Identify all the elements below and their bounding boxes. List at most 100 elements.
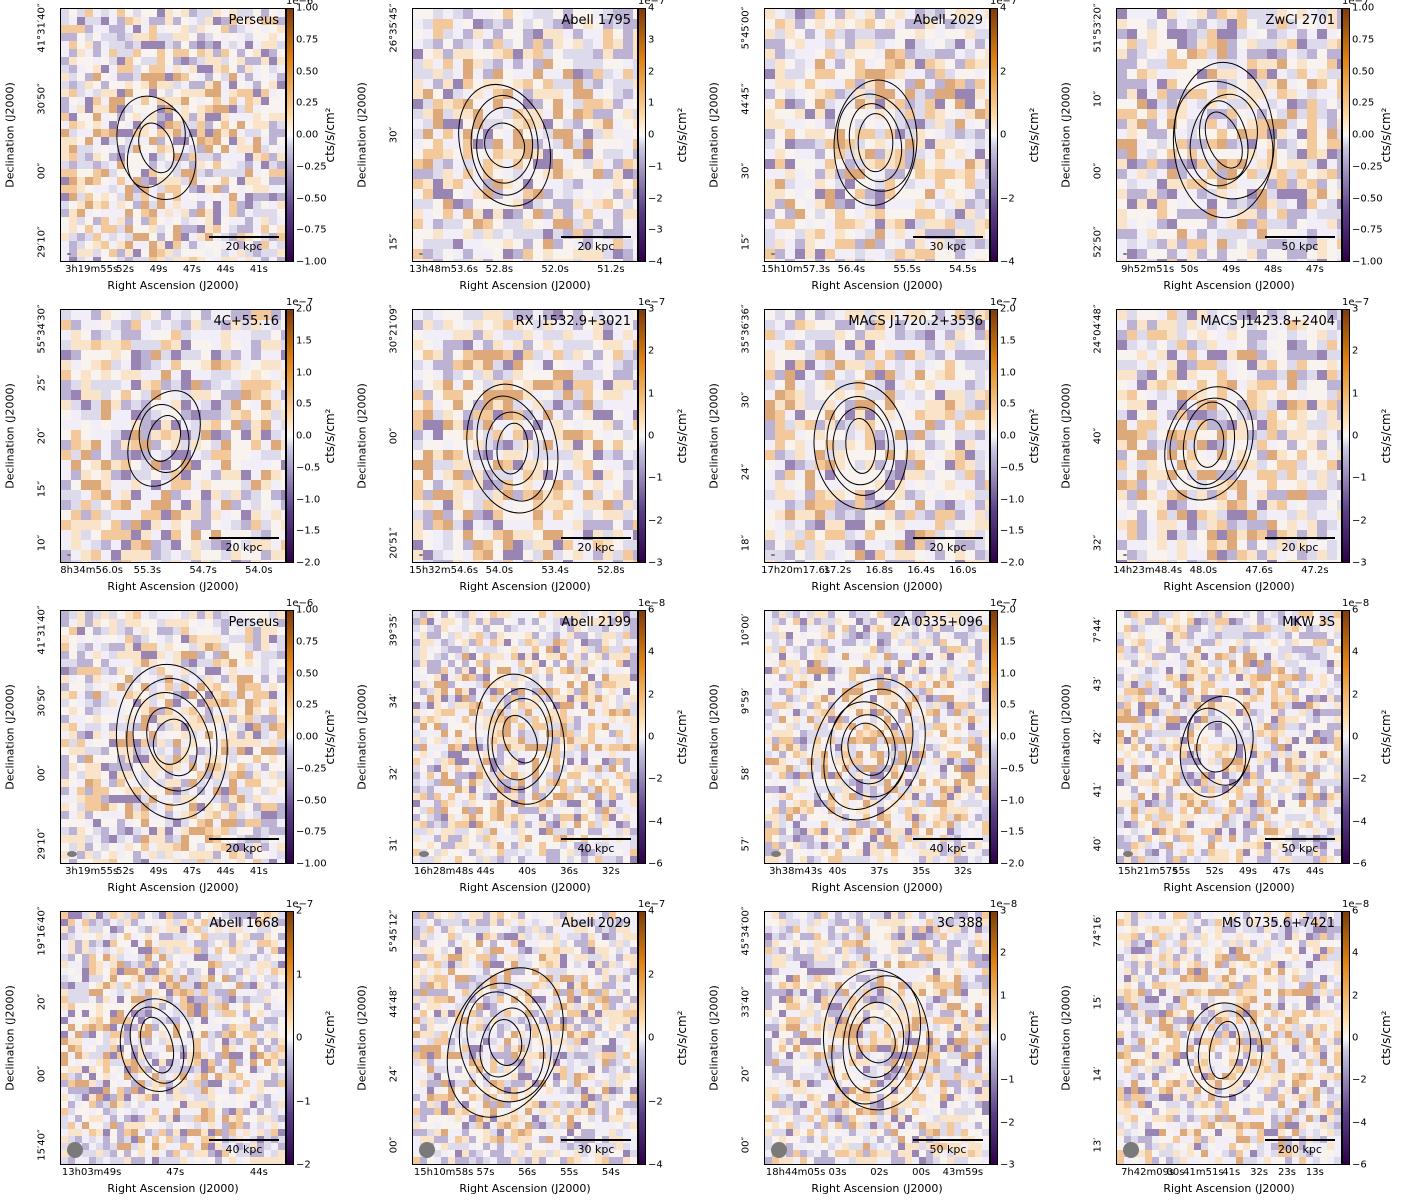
colorbar-tick-label: 0.75 bbox=[296, 636, 319, 648]
colorbar-multiplier: 1e−7 bbox=[286, 899, 314, 910]
colorbar-multiplier: 1e−8 bbox=[638, 598, 666, 609]
colorbar-tick-label: −3 bbox=[648, 557, 663, 569]
colorbar-tick-label: −2.0 bbox=[1000, 557, 1025, 569]
radio-contours bbox=[127, 390, 201, 487]
colorbar-tick-label: 2 bbox=[1352, 345, 1359, 357]
colorbar-label: cts/s/cm² bbox=[675, 107, 689, 163]
colorbar-tick-label: −4 bbox=[648, 816, 663, 828]
colorbar-label: cts/s/cm² bbox=[323, 709, 337, 765]
x-tick-label: 47s bbox=[1305, 264, 1324, 275]
colorbar-label: cts/s/cm² bbox=[1027, 1010, 1041, 1066]
colorbar-tick-label: −2.0 bbox=[1000, 858, 1025, 870]
radio-contours bbox=[811, 678, 926, 821]
panel-9: Perseus 20 kpc 1e−6 1.00 0.75 0.50 0.25 0.00 −0.… bbox=[0, 598, 352, 903]
panel-10: Abell 2199 40 kpc 1e−8 6 4 2 0 −2 −4 −6 cts/s/cm² D… bbox=[352, 598, 704, 903]
radio-contours bbox=[466, 383, 559, 514]
colorbar-ticks: 1.00 0.75 0.50 0.25 0.00 −0.25 −0.50 −0.75 −1.00 bbox=[1352, 3, 1383, 268]
panel-title: 2A 0335+096 bbox=[892, 615, 983, 630]
colorbar-label: cts/s/cm² bbox=[675, 1010, 689, 1066]
y-tick-label: 30″ bbox=[740, 162, 752, 179]
residual-map bbox=[413, 912, 637, 1164]
colorbar-tick-label: −1 bbox=[648, 161, 663, 173]
x-tick-labels: 13h03m49s 47s 44s bbox=[60, 1167, 286, 1181]
x-tick-label: 16.0s bbox=[949, 565, 977, 576]
panel-2: Abell 1795 20 kpc 1e−7 4 3 2 1 0 −1 −2 −3 −4 cts/s/c… bbox=[352, 0, 704, 301]
colorbar-tick-label: −6 bbox=[1352, 858, 1367, 870]
colorbar-multiplier: 1e−8 bbox=[1342, 598, 1370, 609]
scale-bar: 20 kpc bbox=[209, 537, 279, 554]
y-tick-label: 32″ bbox=[1092, 534, 1104, 551]
colorbar-tick-label: 0.75 bbox=[1352, 34, 1375, 46]
colorbar-label: cts/s/cm² bbox=[1027, 107, 1041, 163]
x-tick-labels: 15h21m57s 55s 52s 49s 47s 44s bbox=[1116, 866, 1342, 880]
image-frame: MACS J1720.2+3536 20 kpc bbox=[764, 309, 990, 563]
panel-title: MS 0735.6+7421 bbox=[1221, 916, 1335, 931]
x-tick-labels: 15h10m58s 57s 56s 55s 54s bbox=[412, 1167, 638, 1181]
panel-title: MACS J1423.8+2404 bbox=[1200, 314, 1335, 329]
beam-ellipse bbox=[1123, 553, 1127, 556]
y-axis-label: Declination (J2000) bbox=[1059, 684, 1073, 790]
colorbar-tick-label: 3 bbox=[648, 34, 655, 46]
radio-contours bbox=[1172, 61, 1275, 219]
beam-ellipse bbox=[67, 851, 77, 857]
x-axis-label: Right Ascension (J2000) bbox=[811, 580, 943, 593]
colorbar-tick-label: 0.25 bbox=[296, 699, 319, 711]
colorbar bbox=[638, 8, 646, 262]
y-axis-label: Declination (J2000) bbox=[707, 82, 721, 188]
x-tick-label: 44s bbox=[249, 1167, 268, 1178]
colorbar-tick-label: 2 bbox=[648, 689, 655, 701]
radio-contours bbox=[458, 83, 552, 207]
y-tick-label: 10″ bbox=[1092, 91, 1104, 108]
image-frame: Abell 2199 40 kpc bbox=[412, 610, 638, 864]
x-tick-label: 47s bbox=[183, 264, 201, 275]
colorbar-tick-label: 3 bbox=[648, 303, 655, 315]
colorbar-tick-label: 2.0 bbox=[1000, 303, 1016, 315]
beam-ellipse bbox=[67, 1142, 83, 1158]
y-tick-label: 39°35′ bbox=[388, 613, 400, 647]
y-axis-label: Declination (J2000) bbox=[3, 383, 17, 489]
colorbar bbox=[638, 610, 646, 864]
x-tick-label: 16.4s bbox=[907, 565, 935, 576]
colorbar-tick-label: 0.00 bbox=[296, 731, 319, 743]
y-tick-label: 33′40″ bbox=[740, 986, 752, 1019]
y-axis-label: Declination (J2000) bbox=[707, 985, 721, 1091]
image-frame: MS 0735.6+7421 200 kpc bbox=[1116, 911, 1342, 1165]
colorbar-ticks: 6 4 2 0 −2 −4 −6 bbox=[648, 605, 678, 870]
y-tick-label: 30″ bbox=[388, 126, 400, 144]
x-tick-label: 47.2s bbox=[1301, 565, 1329, 576]
colorbar-ticks: 3 2 1 0 −1 −2 −3 bbox=[1000, 906, 1030, 1171]
colorbar-multiplier: 1e−7 bbox=[638, 899, 666, 910]
colorbar bbox=[990, 309, 998, 563]
colorbar-tick-label: 0 bbox=[648, 129, 655, 141]
y-tick-label: 15′ bbox=[1092, 994, 1104, 1010]
x-tick-label: 56.4s bbox=[837, 264, 866, 275]
y-tick-label: 26°35′45″ bbox=[388, 3, 400, 53]
panel-title: Abell 2029 bbox=[561, 916, 631, 931]
scale-bar: 40 kpc bbox=[561, 838, 631, 855]
x-tick-label: 16.8s bbox=[865, 565, 893, 576]
colorbar-tick-label: 2.0 bbox=[1000, 604, 1016, 616]
y-tick-label: 5°45′00″ bbox=[740, 6, 752, 50]
x-axis-label: Right Ascension (J2000) bbox=[107, 1182, 239, 1195]
scale-bar: 20 kpc bbox=[209, 838, 279, 855]
x-tick-label: 54s bbox=[601, 1167, 620, 1178]
colorbar-tick-label: −2 bbox=[648, 515, 663, 527]
panel-title: Abell 1668 bbox=[209, 916, 279, 931]
colorbar-label: cts/s/cm² bbox=[1379, 408, 1393, 464]
x-tick-label: 44s bbox=[216, 264, 235, 275]
colorbar-tick-label: −3 bbox=[1000, 1159, 1015, 1171]
panel-5: 4C+55.16 20 kpc 1e−7 2.0 1.5 1.0 0.5 0.0 −0.5 −1.… bbox=[0, 297, 352, 602]
y-tick-label: 40′ bbox=[1092, 836, 1104, 852]
colorbar-multiplier: 1e−7 bbox=[990, 598, 1018, 609]
colorbar-tick-label: −0.5 bbox=[296, 462, 321, 474]
x-tick-labels: 9h52m51s 50s 49s 48s 47s bbox=[1116, 264, 1342, 278]
colorbar-tick-label: −2 bbox=[1000, 193, 1015, 204]
x-tick-label: 53.4s bbox=[541, 565, 569, 576]
radio-contours bbox=[822, 969, 930, 1111]
colorbar-ticks: 6 4 2 0 −2 −4 −6 bbox=[1352, 605, 1382, 870]
colorbar-ticks: 4 3 2 1 0 −1 −2 −3 −4 bbox=[648, 3, 678, 268]
colorbar-tick-label: 2 bbox=[648, 969, 655, 980]
y-tick-label: 00″ bbox=[36, 1065, 48, 1082]
colorbar-tick-label: 1.0 bbox=[296, 367, 312, 378]
scale-bar-label: 20 kpc bbox=[225, 240, 263, 253]
